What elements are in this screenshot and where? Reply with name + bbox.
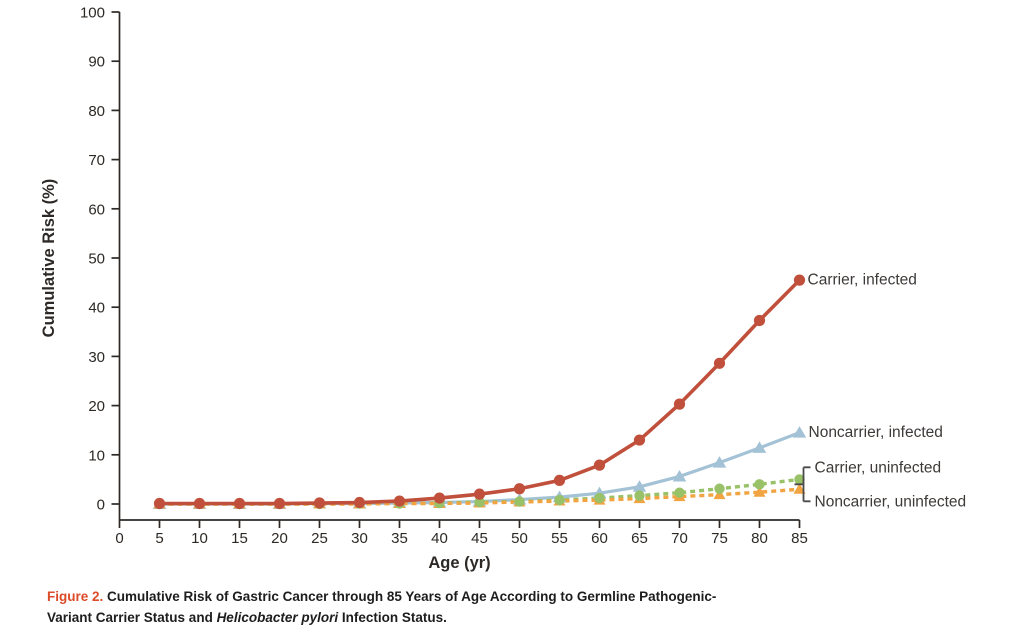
x-tick-label: 25 [311,530,328,547]
y-tick-label: 30 [88,349,105,366]
marker-circle [273,497,286,510]
marker-circle [594,492,605,504]
marker-circle [794,474,805,485]
marker-circle [393,495,406,507]
marker-circle [193,497,206,510]
marker-circle [593,459,606,471]
series-label-noncarrier-uninfected: Noncarrier, uninfected [815,493,967,510]
marker-circle [673,398,686,410]
x-tick-label: 30 [351,530,368,547]
marker-circle [713,357,726,369]
marker-circle [674,487,685,498]
series-markers-carrier-infected [153,274,806,510]
series-label-noncarrier-infected: Noncarrier, infected [809,424,943,441]
marker-circle [513,483,526,495]
marker-circle [634,490,645,501]
marker-circle [633,434,646,446]
x-tick-label: 70 [671,530,688,547]
marker-circle [554,494,565,506]
series-line-carrier-infected [159,278,801,506]
marker-circle [793,274,806,286]
figure-caption: Figure 2. Cumulative Risk of Gastric Can… [47,586,759,628]
marker-triangle [672,469,687,482]
marker-circle [514,496,525,507]
marker-circle [753,314,766,327]
caption-text-after: Infection Status. [338,610,447,625]
marker-circle [233,497,246,510]
x-tick-label: 45 [471,530,488,547]
series-line-carrier-uninfected [159,477,800,506]
x-tick-label: 60 [591,530,608,547]
x-tick-label: 55 [551,530,568,547]
y-tick-label: 100 [80,5,105,22]
caption-species-italic: Helicobacter pylori [216,610,339,625]
x-tick-label: 20 [271,530,288,547]
marker-circle [754,479,765,490]
marker-circle [353,496,366,509]
marker-circle [473,488,486,500]
marker-triangle [792,426,807,438]
x-axis-title: Age (yr) [428,554,490,572]
y-tick-label: 0 [97,497,105,514]
x-tick-label: 40 [431,530,448,547]
axes [111,11,801,528]
y-tick-label: 40 [88,300,105,317]
tick-labels: 0 10 20 30 40 50 60 70 80 90 100 0 5 10 15 20 25 30 35 40 45… [80,5,808,548]
y-tick-label: 60 [88,201,105,218]
uninfected-labels-bracket [794,466,811,503]
cumulative-risk-line-chart: 0 10 20 30 40 50 60 70 80 90 100 0 5 10 15 20 25 30 35 40 45… [40,5,967,573]
marker-triangle [752,441,767,453]
marker-circle [433,492,446,504]
series-line-noncarrier-uninfected [159,487,800,506]
marker-circle [553,474,566,486]
marker-circle [714,483,725,494]
x-tick-label: 0 [115,530,123,547]
marker-triangle [793,483,806,494]
caption-text-before: Cumulative Risk of Gastric Cancer throug… [47,589,717,625]
marker-circle [153,497,166,510]
y-tick-label: 90 [88,54,105,71]
y-tick-label: 70 [88,152,105,169]
x-tick-label: 80 [751,530,768,547]
x-tick-label: 15 [231,530,248,547]
y-tick-label: 10 [88,447,105,464]
marker-circle [474,496,485,508]
marker-triangle [632,480,647,492]
caption-figure-number: Figure 2. [47,589,104,604]
y-tick-label: 80 [88,103,105,120]
x-tick-label: 5 [155,530,163,547]
marker-circle [313,497,326,509]
x-tick-label: 65 [631,530,648,547]
series-label-carrier-uninfected: Carrier, uninfected [815,459,942,476]
y-tick-label: 50 [88,251,105,268]
marker-triangle [712,456,727,468]
series-label-carrier-infected: Carrier, infected [808,272,917,289]
x-tick-label: 50 [511,530,528,547]
y-tick-label: 20 [88,398,105,415]
marker-triangle [753,486,766,497]
y-axis-title: Cumulative Risk (%) [40,179,58,338]
x-tick-label: 75 [711,530,728,547]
x-tick-label: 10 [191,530,208,547]
x-tick-label: 85 [791,530,808,547]
x-tick-label: 35 [391,530,408,547]
